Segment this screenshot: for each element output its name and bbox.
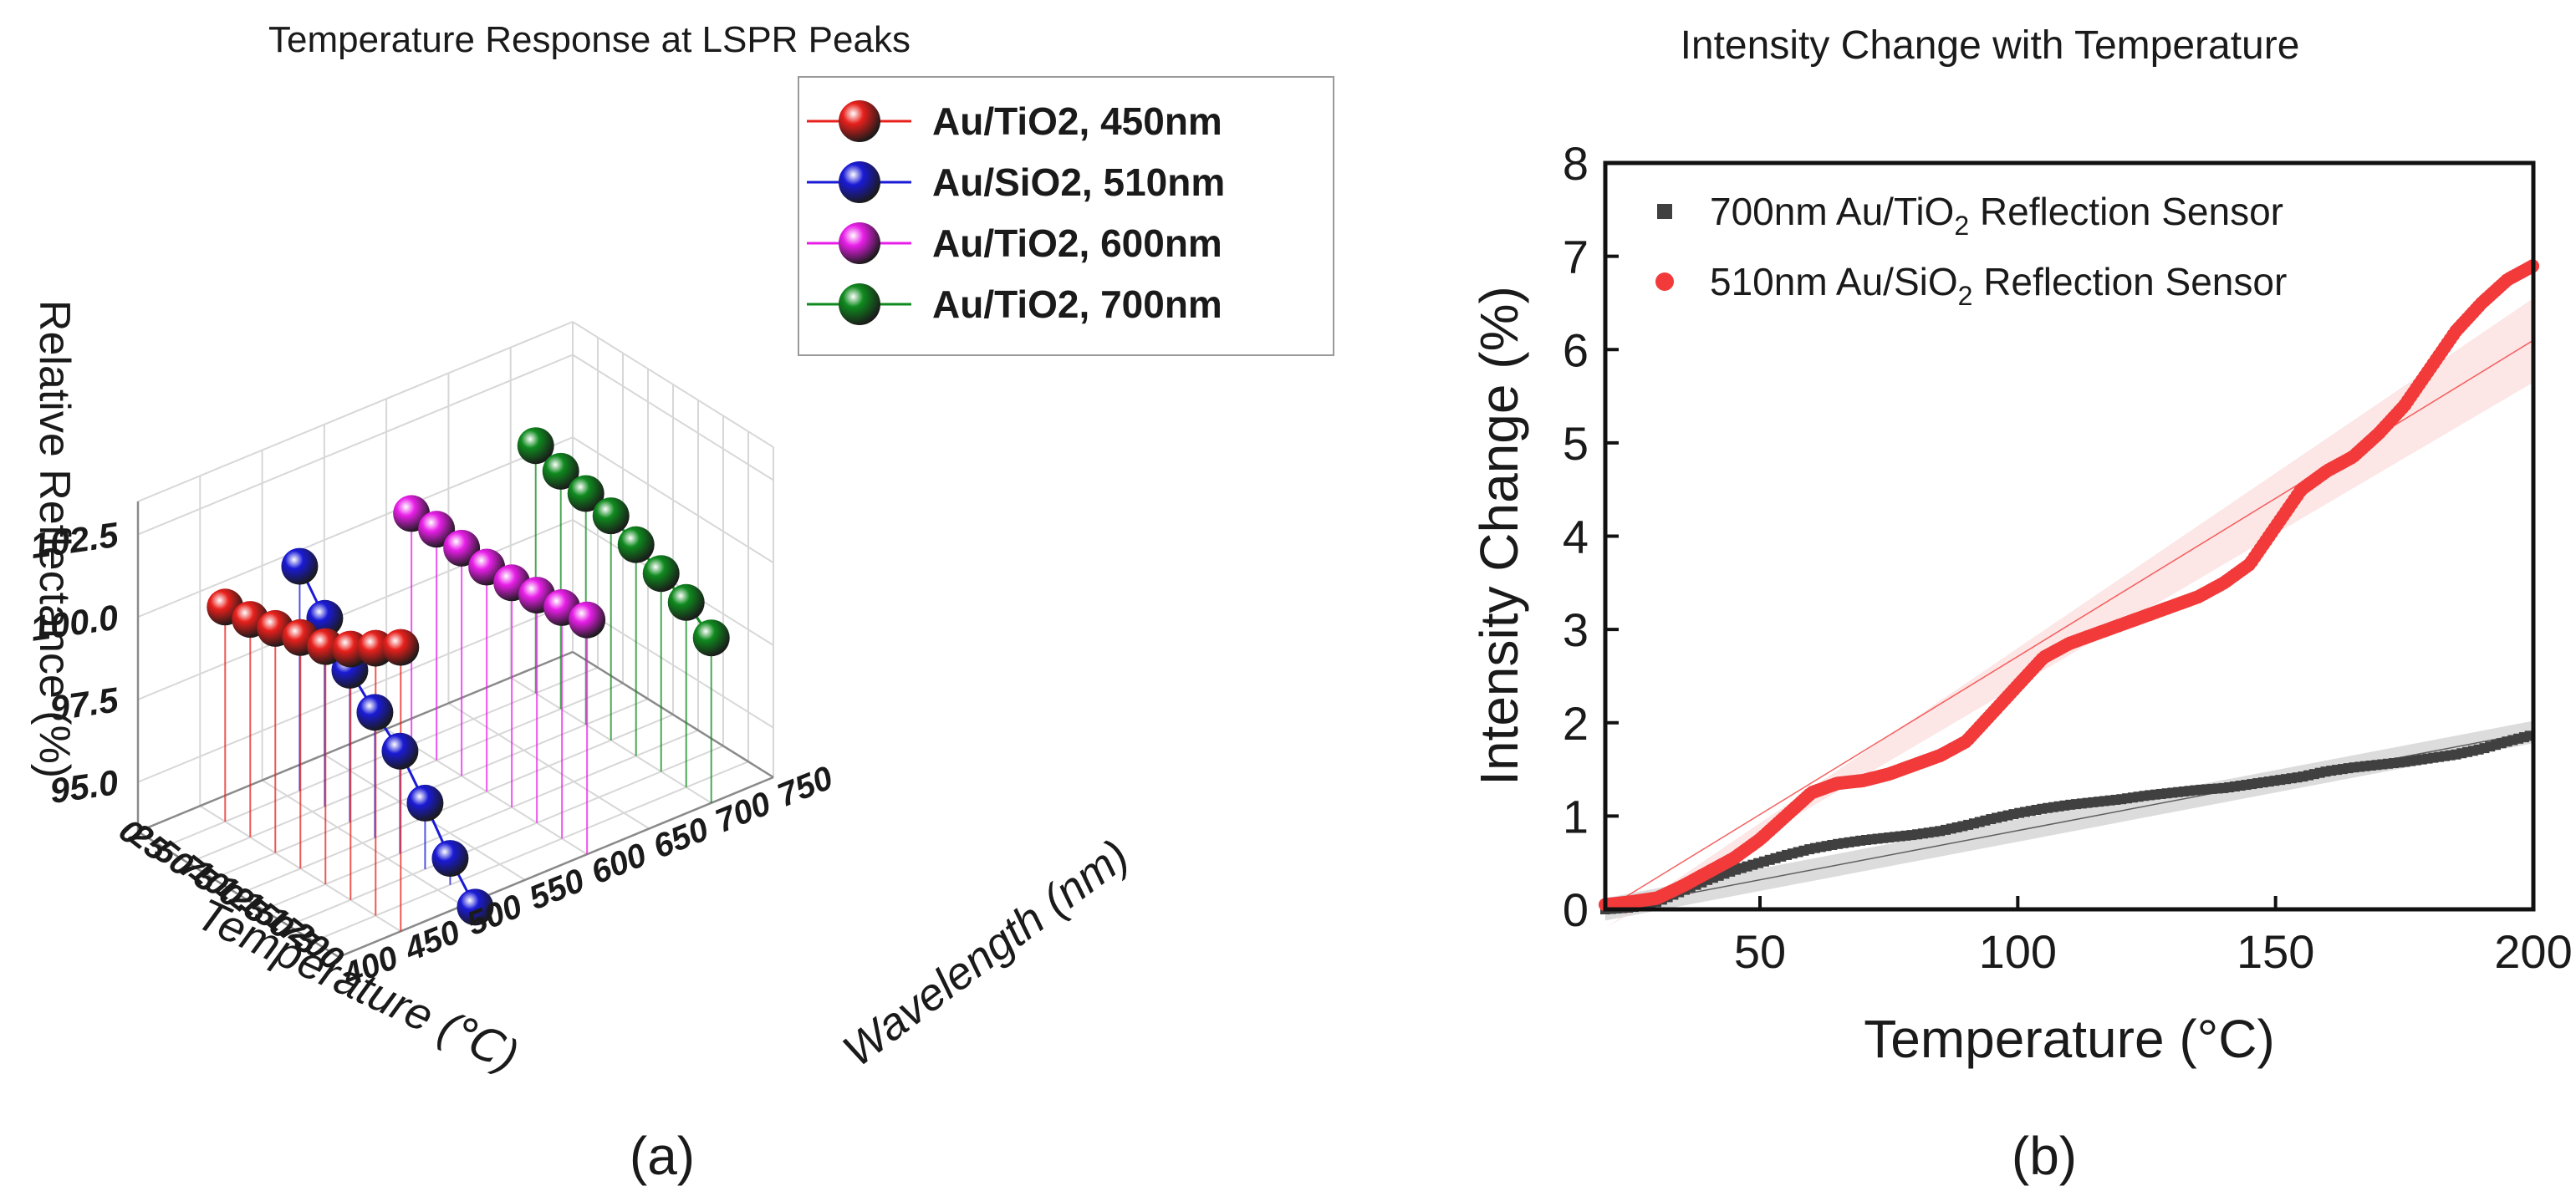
- side-wall-grid-line: [137, 601, 574, 783]
- data-point-sphere: [381, 732, 419, 770]
- y-tick-label: 6: [1563, 323, 1589, 376]
- data-point-sphere: [281, 547, 319, 585]
- y-tick-label: 700: [711, 785, 776, 840]
- panel-b-title: Intensity Change with Temperature: [1681, 23, 2300, 68]
- panel-b-ticks: 0 1 2 3 4 5 6 7 8 50 100 150 200: [1563, 137, 2573, 978]
- back-wall-grid-line: [572, 354, 774, 481]
- y-tick-label: 1: [1563, 790, 1589, 842]
- y-tick-label: 650: [648, 811, 713, 866]
- legend-marker-circle: [1655, 272, 1674, 291]
- z-tick-label: 95.0: [48, 762, 120, 811]
- legend-label-suffix: Reflection Sensor: [1969, 190, 2283, 233]
- axis-edge: [137, 830, 339, 959]
- floor-grid-line: [237, 714, 674, 895]
- axis-edge: [572, 650, 774, 779]
- legend-label: Au/TiO2, 700nm: [932, 282, 1222, 326]
- data-point-sphere: [642, 555, 680, 593]
- x-tick-label: 50: [1734, 925, 1786, 978]
- legend-label-prefix: 700nm Au/TiO: [1710, 190, 1954, 233]
- panel-b-y-axis-label: Intensity Change (%): [1469, 286, 1529, 786]
- panel-a-3d-chart: Temperature Response at LSPR Peaks 95.0 9…: [28, 19, 1334, 1186]
- y-tick-label: 2: [1563, 697, 1589, 750]
- data-point-sphere: [542, 452, 579, 490]
- legend-marker-square: [1657, 204, 1672, 219]
- data-point-sphere: [457, 888, 494, 926]
- data-point-sphere: [592, 497, 630, 535]
- floor-grid-line: [263, 729, 699, 911]
- panel-a-tick-labels: 95.097.5100.0102.50255075100125150175200…: [28, 515, 839, 995]
- y-tick-label: 4: [1563, 511, 1589, 563]
- data-point-sphere: [567, 475, 604, 512]
- floor-grid-line: [162, 666, 599, 848]
- y-tick-label: 5: [1563, 417, 1589, 470]
- floor-grid-line: [262, 779, 464, 907]
- confidence-band: [1605, 298, 2533, 929]
- back-wall-grid-line: [572, 321, 774, 448]
- side-wall-grid-line: [137, 354, 574, 536]
- data-point-sphere: [692, 619, 730, 657]
- floor-grid-line: [187, 682, 624, 864]
- back-wall-grid-line: [572, 436, 774, 564]
- data-point-sphere: [517, 427, 554, 465]
- legend-marker: [839, 222, 880, 264]
- y-tick-label: 3: [1563, 603, 1589, 656]
- panel-a-title: Temperature Response at LSPR Peaks: [268, 19, 911, 60]
- axis-edge: [338, 776, 774, 959]
- panel-a-legend: Au/TiO2, 450nm Au/SiO2, 510nm Au/TiO2, 600…: [798, 76, 1334, 356]
- z-tick-label: 97.5: [48, 679, 121, 728]
- panel-a-z-axis-label: Relative Reflectance (%): [30, 300, 79, 778]
- panel-b-confidence-bands: [1605, 298, 2533, 929]
- y-tick-label: 450: [399, 914, 465, 969]
- panel-a-y-axis-label: Wavelength (nm): [834, 830, 1138, 1076]
- panel-b-label: (b): [2012, 1126, 2077, 1186]
- legend-marker: [839, 161, 880, 203]
- panel-a-legend-box: [798, 76, 1334, 356]
- y-tick-label: 550: [524, 862, 589, 917]
- legend-label: 510nm Au/SiO2 Reflection Sensor: [1710, 260, 2287, 311]
- data-point-sphere: [431, 840, 469, 878]
- legend-marker: [839, 100, 880, 142]
- data-point-sphere: [443, 529, 481, 567]
- legend-marker: [839, 283, 880, 325]
- back-wall-grid-line: [572, 601, 774, 729]
- legend-label-subscript: 2: [1954, 211, 1969, 241]
- legend-label-suffix: Reflection Sensor: [1972, 260, 2287, 303]
- legend-label: 700nm Au/TiO2 Reflection Sensor: [1710, 190, 2283, 241]
- side-wall-grid-line: [137, 321, 574, 502]
- y-tick-label: 8: [1563, 137, 1589, 190]
- data-point-sphere: [406, 784, 444, 822]
- panel-a-label: (a): [630, 1126, 695, 1186]
- data-point-sphere: [382, 629, 420, 666]
- data-point-sphere: [356, 694, 394, 731]
- floor-grid-line: [447, 702, 650, 830]
- panel-b-points: [1599, 259, 2540, 914]
- y-tick-label: 0: [1563, 883, 1589, 936]
- data-point-square: [1793, 847, 1803, 858]
- y-tick-label: 7: [1563, 231, 1589, 283]
- floor-grid-line: [288, 745, 724, 927]
- data-point-sphere: [667, 583, 705, 621]
- floor-grid-line: [313, 761, 749, 943]
- legend-label-subscript: 2: [1958, 281, 1973, 311]
- panel-b-x-axis-label: Temperature (°C): [1864, 1009, 2275, 1069]
- legend-label: Au/SiO2, 510nm: [932, 160, 1225, 204]
- axis-edge: [137, 650, 574, 833]
- x-tick-label: 150: [2237, 925, 2314, 978]
- side-wall-grid-line: [137, 519, 574, 700]
- y-tick-label: 750: [773, 760, 838, 815]
- panel-a-points: [207, 427, 730, 926]
- panel-b-chart: Intensity Change with Temperature 0 1 2 3 4 5…: [1469, 23, 2573, 1186]
- legend-label-prefix: 510nm Au/SiO: [1710, 260, 1958, 303]
- x-tick-label: 200: [2494, 925, 2572, 978]
- data-point-sphere: [569, 601, 606, 639]
- x-tick-label: 100: [1979, 925, 2057, 978]
- side-wall-grid-line: [137, 436, 574, 618]
- legend-label: Au/TiO2, 600nm: [932, 221, 1222, 265]
- data-point-sphere: [617, 526, 655, 563]
- y-tick-label: 600: [586, 837, 651, 892]
- legend-label: Au/TiO2, 450nm: [932, 99, 1222, 143]
- data-point-sphere: [418, 511, 456, 548]
